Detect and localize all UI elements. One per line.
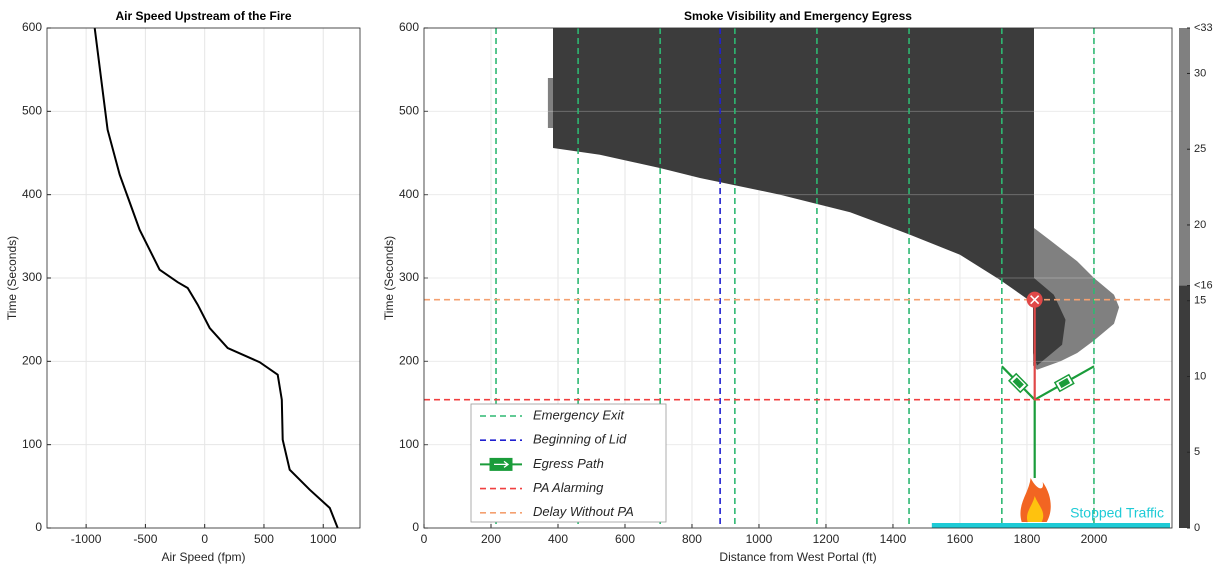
x-tick-label: 200: [481, 532, 501, 546]
y-tick-label: 0: [412, 520, 419, 534]
y-tick-label: 500: [22, 104, 42, 118]
x-tick-label: 1400: [880, 532, 907, 546]
y-tick-label: 400: [399, 187, 419, 201]
stopped-traffic-bar: [932, 523, 1170, 528]
y-tick-label: 300: [399, 270, 419, 284]
colorbar-band: [1179, 28, 1190, 286]
x-tick-label: 600: [615, 532, 635, 546]
colorbar-tick-label: 0: [1194, 522, 1200, 534]
x-tick-label: 2000: [1081, 532, 1108, 546]
x-tick-label: 0: [201, 532, 208, 546]
y-axis-label: Time (Seconds): [382, 236, 396, 320]
legend-label: Beginning of Lid: [533, 432, 627, 447]
legend-label: Emergency Exit: [533, 407, 625, 422]
y-tick-label: 600: [399, 20, 419, 34]
y-tick-label: 200: [22, 354, 42, 368]
y-tick-label: 0: [35, 520, 42, 534]
y-tick-label: 600: [22, 20, 42, 34]
x-tick-label: 800: [682, 532, 702, 546]
x-tick-label: 500: [254, 532, 274, 546]
colorbar-tick-label: <16: [1194, 279, 1213, 291]
colorbar-tick-label: 15: [1194, 295, 1206, 307]
colorbar-tick-label: 10: [1194, 370, 1206, 382]
legend-label: PA Alarming: [533, 480, 604, 495]
x-tick-label: 1000: [746, 532, 773, 546]
x-tick-label: 400: [548, 532, 568, 546]
y-axis-label: Time (Seconds): [5, 236, 19, 320]
y-tick-label: 200: [399, 354, 419, 368]
figure: -1000-500050010000100200300400500600Air …: [0, 0, 1225, 567]
x-tick-label: -500: [133, 532, 157, 546]
legend: Emergency Exit Beginning of Lid Egress Pat…: [471, 404, 666, 522]
x-axis-label: Air Speed (fpm): [161, 550, 245, 564]
colorbar-tick-label: 25: [1194, 143, 1206, 155]
stopped-traffic-label: Stopped Traffic: [1070, 505, 1164, 521]
colorbar-tick-label: <33: [1194, 22, 1213, 34]
x-tick-label: 1600: [947, 532, 974, 546]
x-tick-label: 1800: [1014, 532, 1041, 546]
y-tick-label: 100: [22, 437, 42, 451]
smoke-region: [548, 78, 553, 128]
x-tick-label: 1000: [310, 532, 337, 546]
colorbar-tick-label: 20: [1194, 219, 1206, 231]
chart-title: Smoke Visibility and Emergency Egress: [684, 9, 912, 23]
y-tick-label: 500: [399, 104, 419, 118]
y-tick-label: 400: [22, 187, 42, 201]
x-tick-label: 0: [421, 532, 428, 546]
colorbar-tick-label: 5: [1194, 446, 1200, 458]
y-tick-label: 300: [22, 270, 42, 284]
legend-label: Egress Path: [533, 456, 604, 471]
colorbar-tick-label: 30: [1194, 67, 1206, 79]
y-tick-label: 100: [399, 437, 419, 451]
colorbar-band: [1179, 286, 1190, 528]
chart-title: Air Speed Upstream of the Fire: [115, 9, 291, 23]
x-tick-label: 1200: [813, 532, 840, 546]
x-axis-label: Distance from West Portal (ft): [719, 550, 876, 564]
legend-label: Delay Without PA: [533, 504, 634, 519]
x-tick-label: -1000: [71, 532, 102, 546]
